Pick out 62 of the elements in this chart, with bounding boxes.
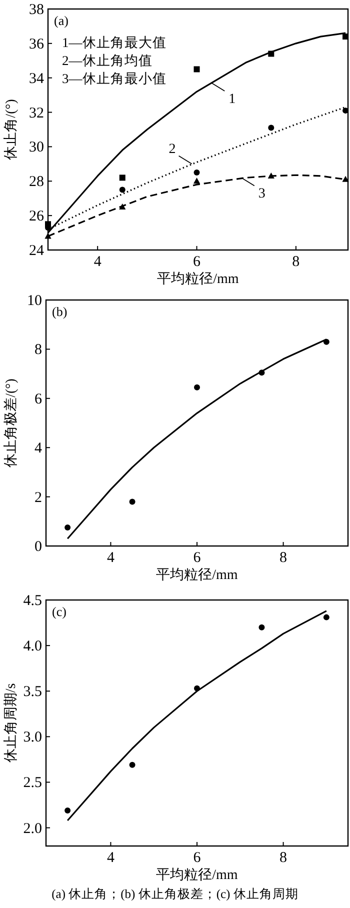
point bbox=[129, 498, 136, 505]
y-tick-label: 2 bbox=[34, 490, 42, 506]
annotation: 1 bbox=[228, 92, 236, 108]
y-tick-label: 4.0 bbox=[23, 638, 42, 655]
y-tick-label: 38 bbox=[29, 2, 44, 18]
point bbox=[323, 614, 330, 620]
y-axis-title: 休止角极差/(°) bbox=[3, 378, 19, 468]
x-axis-title: 平均粒径/mm bbox=[156, 567, 238, 583]
point bbox=[268, 124, 274, 131]
chart-title: (b) bbox=[52, 304, 68, 319]
y-tick-label: 32 bbox=[29, 105, 44, 122]
x-tick-label: 6 bbox=[193, 254, 202, 270]
annotation: 2 bbox=[168, 142, 176, 157]
point bbox=[342, 176, 349, 182]
annotation: 3—休止角最小值 bbox=[62, 71, 166, 86]
point bbox=[119, 186, 126, 193]
y-tick-label: 4.5 bbox=[23, 593, 42, 609]
point bbox=[194, 384, 200, 390]
point bbox=[64, 807, 71, 814]
x-tick-label: 6 bbox=[193, 550, 202, 566]
point bbox=[193, 178, 200, 184]
chart-title: (c) bbox=[52, 604, 66, 619]
annotation: 1—休止角最大值 bbox=[62, 35, 166, 50]
point bbox=[342, 34, 349, 40]
y-tick-label: 24 bbox=[29, 243, 44, 259]
y-tick-label: 30 bbox=[29, 140, 44, 156]
x-axis-title: 平均粒径/mm bbox=[156, 867, 238, 883]
y-tick-label: 2.0 bbox=[23, 820, 42, 837]
annotation: 2—休止角均值 bbox=[62, 53, 152, 68]
y-axis-title: 休止角周期/s bbox=[3, 683, 19, 763]
point bbox=[64, 524, 71, 531]
point bbox=[258, 624, 265, 630]
y-tick-label: 28 bbox=[29, 174, 44, 190]
y-tick-label: 6 bbox=[34, 391, 42, 408]
x-tick-label: 8 bbox=[292, 254, 300, 270]
chart-title: (a) bbox=[54, 13, 68, 28]
point bbox=[194, 66, 200, 72]
line-series bbox=[66, 610, 328, 822]
x-axis-title: 平均粒径/mm bbox=[157, 271, 239, 287]
point bbox=[119, 174, 126, 181]
y-tick-label: 2.5 bbox=[23, 775, 42, 792]
point bbox=[342, 108, 349, 114]
y-tick-label: 8 bbox=[34, 342, 42, 358]
y-axis-title: 休止角/(°) bbox=[3, 98, 19, 160]
x-tick-label: 8 bbox=[280, 850, 288, 866]
x-tick-label: 4 bbox=[106, 850, 115, 866]
x-tick-label: 4 bbox=[106, 550, 115, 566]
y-tick-label: 26 bbox=[29, 208, 44, 225]
y-tick-label: 3.0 bbox=[23, 730, 42, 746]
y-tick-label: 4 bbox=[34, 440, 42, 457]
y-tick-label: 3.5 bbox=[23, 684, 42, 700]
text: (a) 休止角；(b) 休止角极差；(c) 休止角周期 bbox=[52, 887, 298, 901]
point bbox=[194, 170, 200, 176]
y-tick-label: 0 bbox=[34, 539, 42, 555]
point bbox=[129, 762, 136, 768]
y-tick-label: 34 bbox=[29, 70, 44, 87]
x-tick-label: 4 bbox=[94, 254, 102, 270]
annotation: 3 bbox=[258, 186, 266, 202]
y-tick-label: 10 bbox=[27, 293, 42, 309]
x-tick-label: 6 bbox=[193, 850, 202, 866]
x-tick-label: 8 bbox=[280, 550, 288, 566]
y-tick-label: 36 bbox=[29, 36, 44, 52]
